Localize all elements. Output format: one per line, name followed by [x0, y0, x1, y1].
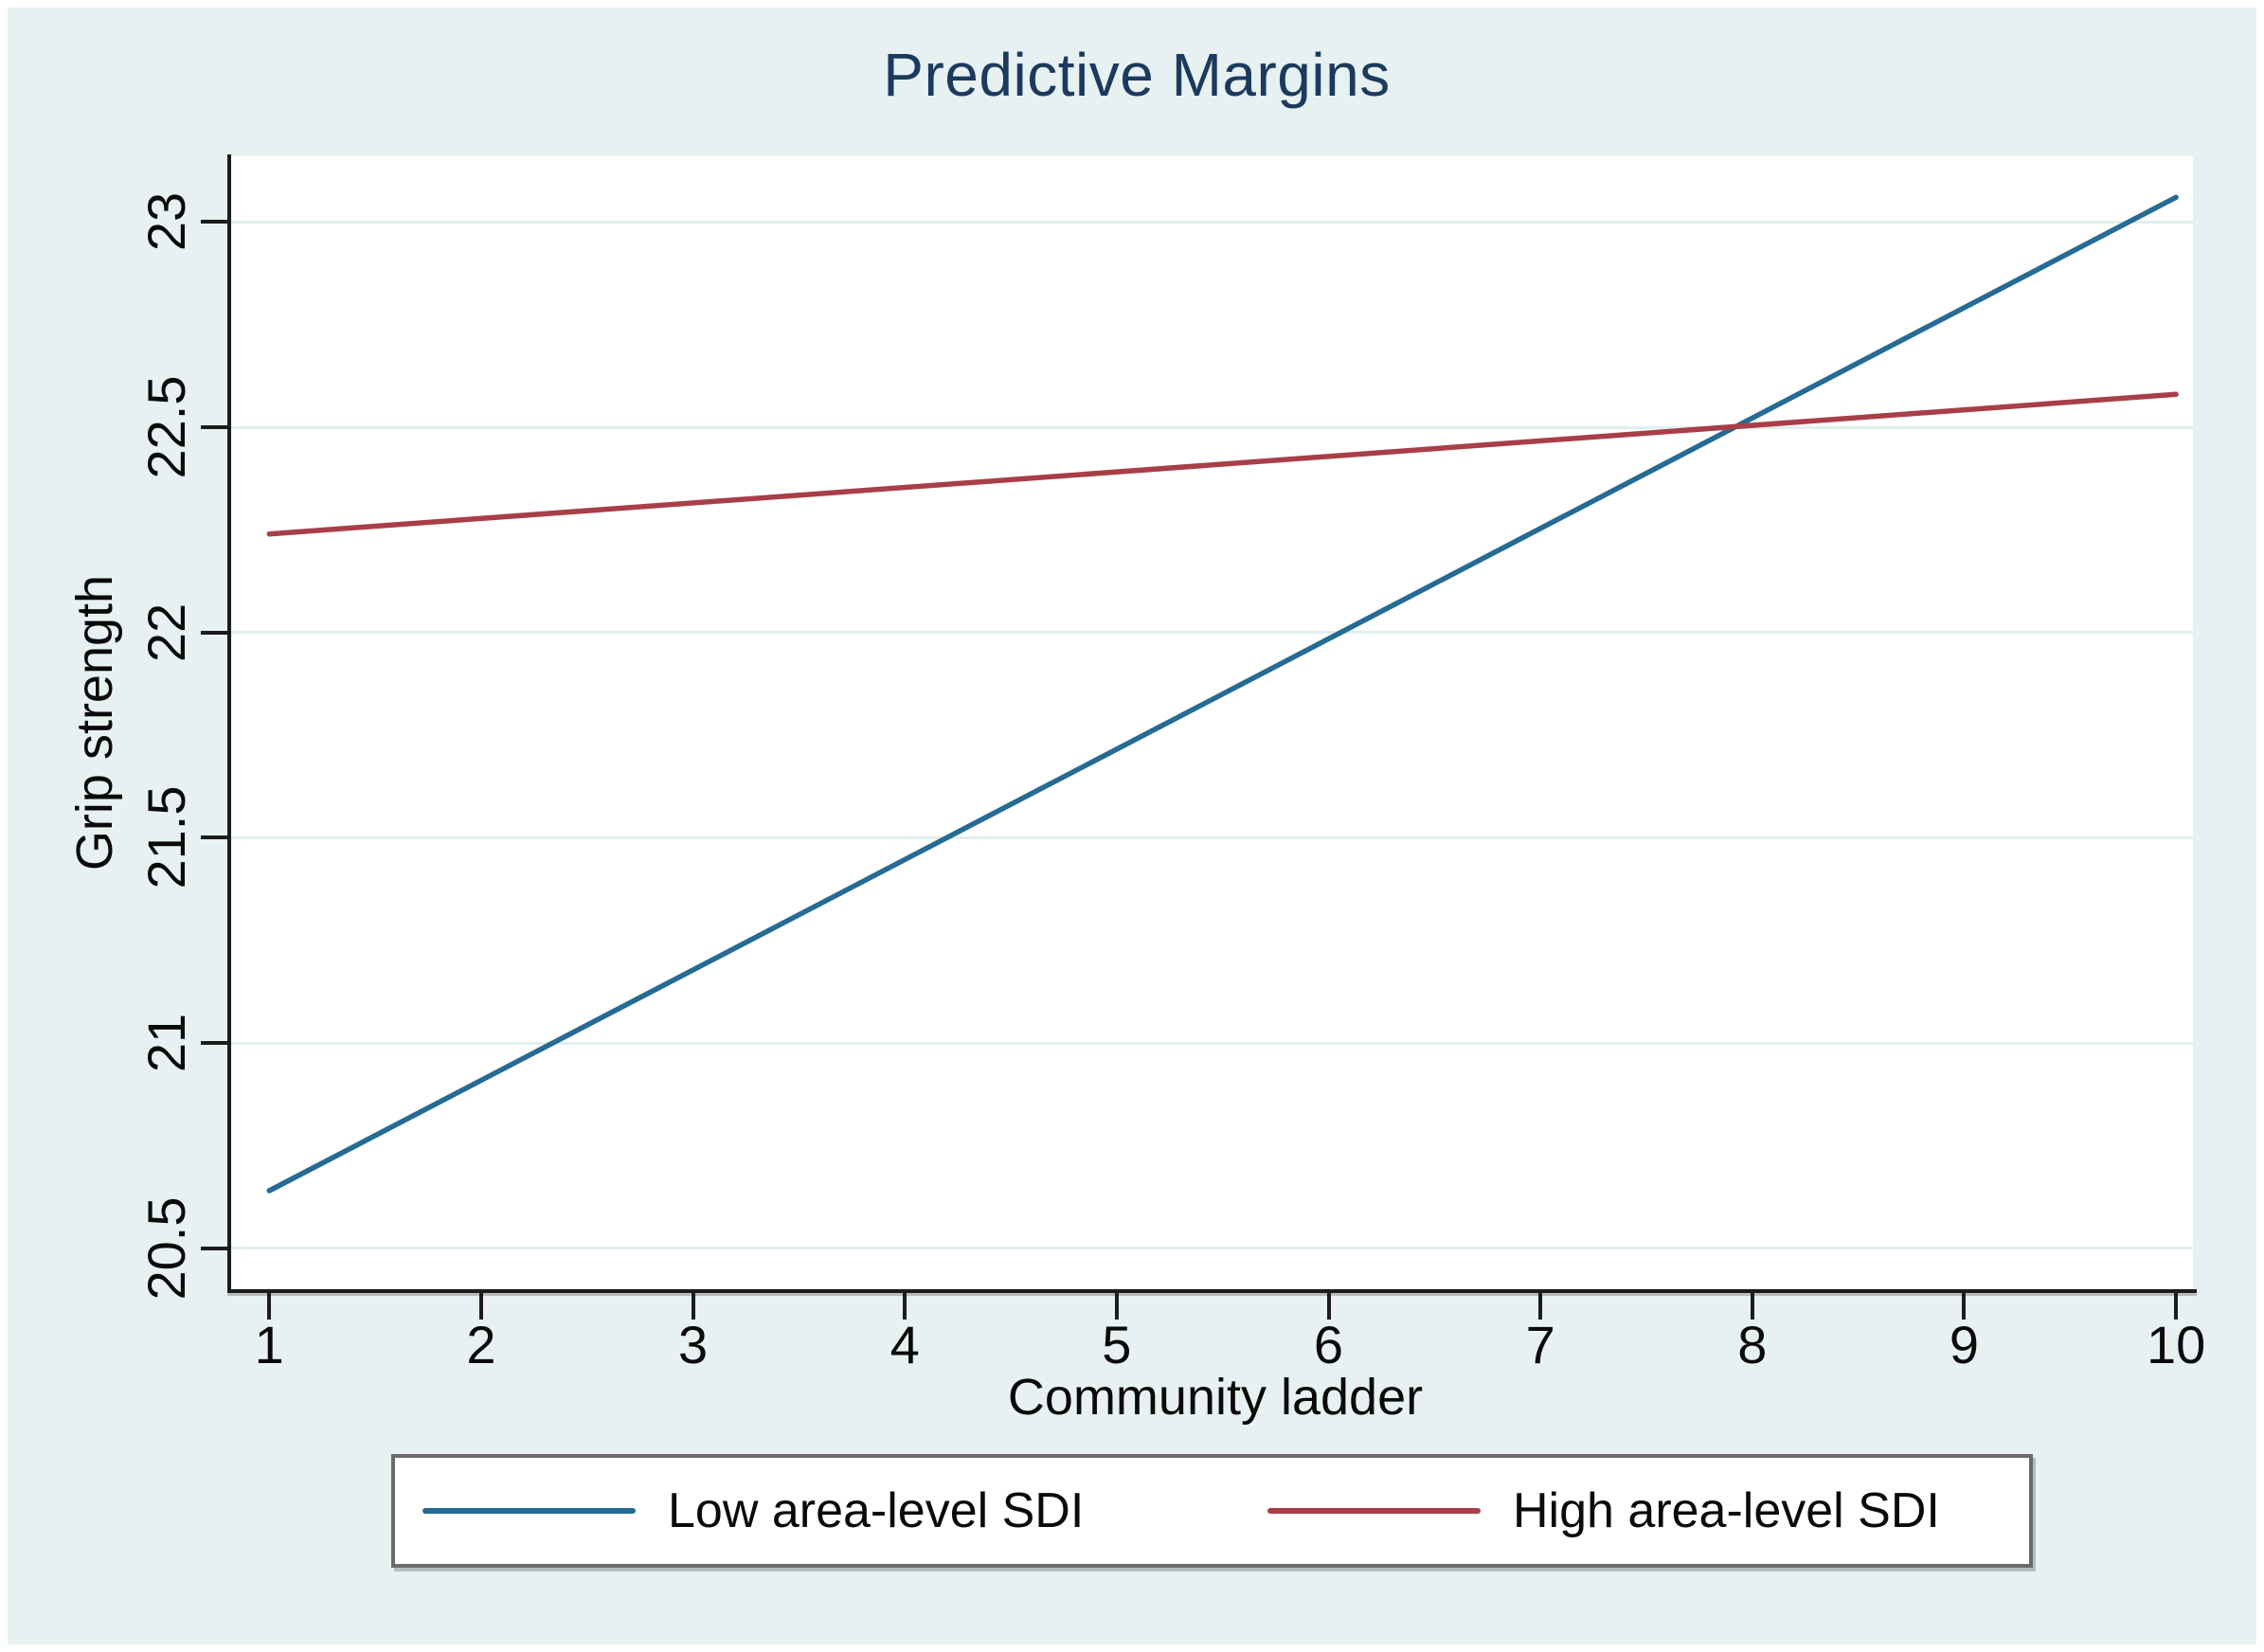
y-tick-mark	[201, 1041, 227, 1045]
y-tick-mark	[201, 1246, 227, 1250]
y-tick-label: 22	[136, 602, 196, 662]
x-tick-mark	[1962, 1293, 1967, 1320]
y-tick-mark	[201, 835, 227, 840]
x-axis-line	[227, 1289, 2197, 1293]
y-tick-label: 23	[136, 192, 196, 252]
legend-line-sample-low-sdi	[422, 1508, 636, 1514]
x-tick-mark	[1750, 1293, 1754, 1320]
x-tick-mark	[267, 1293, 272, 1320]
y-axis-line	[227, 154, 231, 1293]
x-tick-label: 10	[2146, 1315, 2206, 1374]
x-tick-label: 3	[677, 1315, 709, 1374]
x-tick-label: 1	[254, 1315, 284, 1374]
x-tick-label: 8	[1737, 1315, 1768, 1374]
x-tick-mark	[691, 1293, 695, 1320]
legend-line-sample-high-sdi	[1267, 1508, 1481, 1514]
y-tick-mark	[201, 630, 227, 635]
x-tick-label: 5	[1102, 1315, 1132, 1374]
x-tick-label: 4	[889, 1315, 920, 1374]
y-tick-mark	[201, 425, 227, 429]
chart-title: Predictive Margins	[883, 41, 1391, 109]
x-tick-mark	[903, 1293, 907, 1320]
y-tick-label: 22.5	[136, 375, 196, 479]
legend-item-high-sdi: High area-level SDI	[1267, 1486, 1940, 1535]
x-tick-label: 2	[466, 1315, 496, 1374]
horizontal-gridline	[231, 1247, 2193, 1250]
legend-label-high-sdi: High area-level SDI	[1513, 1483, 1940, 1538]
horizontal-gridline	[231, 631, 2193, 635]
x-tick-label: 9	[1949, 1315, 1980, 1374]
series-line-high-area-level-sdi	[266, 391, 2179, 537]
horizontal-gridline	[231, 1041, 2193, 1045]
y-tick-label: 21.5	[136, 785, 196, 889]
x-tick-mark	[478, 1293, 483, 1320]
y-tick-label: 21	[136, 1013, 196, 1073]
legend-label-low-sdi: Low area-level SDI	[668, 1483, 1085, 1538]
horizontal-gridline	[231, 835, 2193, 839]
x-tick-label: 7	[1525, 1315, 1555, 1374]
series-line-low-area-level-sdi	[266, 194, 2179, 1194]
horizontal-gridline	[231, 425, 2193, 429]
y-tick-label: 20.5	[136, 1196, 196, 1301]
x-tick-mark	[1114, 1293, 1119, 1320]
x-tick-mark	[1538, 1293, 1543, 1320]
legend-item-low-sdi: Low area-level SDI	[422, 1486, 1084, 1535]
legend: Low area-level SDI High area-level SDI	[391, 1454, 2033, 1568]
y-tick-mark	[201, 220, 227, 224]
y-axis-title: Grip strength	[66, 574, 123, 871]
x-tick-mark	[2174, 1293, 2179, 1320]
series-lines-layer	[266, 194, 2179, 1194]
horizontal-gridline	[231, 220, 2193, 224]
x-tick-label: 6	[1313, 1315, 1344, 1374]
x-tick-mark	[1326, 1293, 1331, 1320]
x-axis-title: Community ladder	[1007, 1369, 1424, 1426]
plot-area	[231, 156, 2193, 1289]
